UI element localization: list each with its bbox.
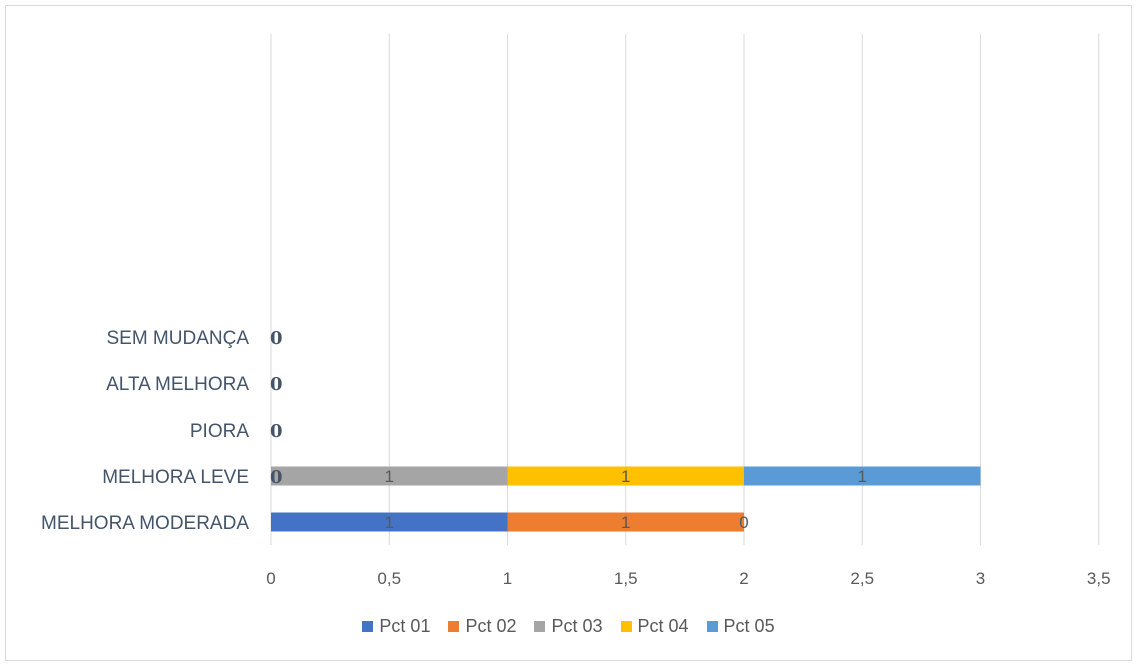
legend: Pct 01 Pct 02 Pct 03 Pct 04 Pct 05 — [0, 616, 1137, 637]
data-label: 1 — [385, 513, 394, 532]
data-label: 1 — [621, 467, 630, 486]
bar-segment — [507, 466, 744, 486]
legend-swatch — [448, 621, 460, 632]
legend-item: Pct 01 — [362, 616, 430, 637]
legend-item: Pct 02 — [448, 616, 516, 637]
zero-data-label: 0 — [270, 467, 283, 488]
bar-segment — [507, 512, 744, 532]
category-label: PIORA — [190, 421, 249, 442]
legend-label: Pct 03 — [551, 616, 603, 636]
legend-swatch — [362, 621, 374, 632]
legend-item: Pct 05 — [706, 616, 775, 637]
category-label: ALTA MELHORA — [106, 374, 249, 395]
legend-item: Pct 04 — [620, 616, 689, 637]
data-label: 0 — [739, 513, 748, 532]
data-label: 1 — [858, 467, 867, 486]
legend-swatch — [620, 621, 632, 632]
legend-label: Pct 01 — [379, 616, 431, 636]
zero-data-label: 0 — [270, 374, 283, 395]
category-label: SEM MUDANÇA — [106, 328, 249, 349]
x-tick-label: 0,5 — [377, 569, 401, 588]
legend-swatch — [706, 621, 718, 632]
x-tick-label: 3,5 — [1087, 569, 1111, 588]
x-tick-label: 3 — [976, 569, 985, 588]
x-tick-label: 2 — [739, 569, 748, 588]
legend-swatch — [534, 621, 546, 632]
chart-frame — [5, 5, 1132, 661]
category-label: MELHORA MODERADA — [41, 513, 249, 534]
legend-label: Pct 02 — [465, 616, 517, 636]
zero-data-label: 0 — [270, 421, 283, 442]
x-tick-label: 1,5 — [614, 569, 638, 588]
data-label: 1 — [621, 513, 630, 532]
category-label: MELHORA LEVE — [102, 467, 249, 488]
legend-label: Pct 05 — [723, 616, 775, 636]
bar-segment — [271, 512, 508, 532]
bar-segment — [744, 466, 981, 486]
bars — [271, 466, 981, 532]
x-tick-label: 2,5 — [850, 569, 874, 588]
x-tick-label: 1 — [503, 569, 512, 588]
data-label: 1 — [385, 467, 394, 486]
legend-label: Pct 04 — [637, 616, 689, 636]
legend-item: Pct 03 — [534, 616, 603, 637]
grid-lines — [270, 34, 1100, 545]
x-tick-label: 0 — [266, 569, 275, 588]
labels: 0 0,5 1 1,5 2 2,5 3 3,5 MELHORA MODERADA MELHORA … — [41, 328, 1111, 588]
zero-data-label: 0 — [270, 328, 283, 349]
bar-segment — [271, 466, 508, 486]
